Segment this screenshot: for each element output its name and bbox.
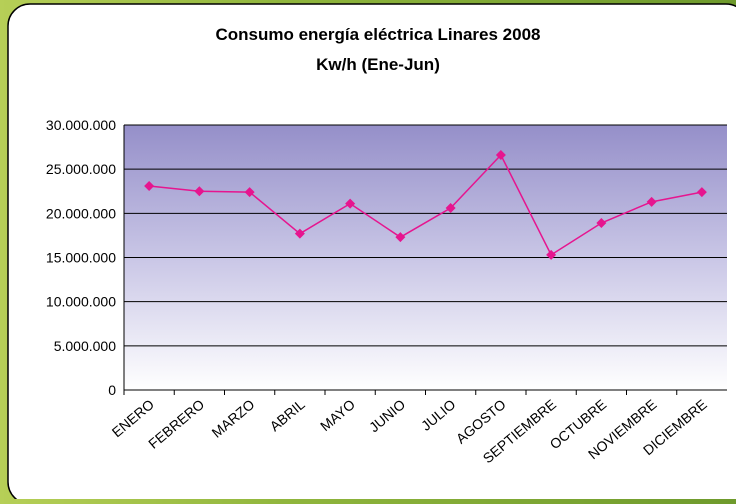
y-tick-label: 20.000.000 xyxy=(46,205,116,221)
marker xyxy=(194,186,205,197)
y-tick-label: 0 xyxy=(108,382,116,398)
marker xyxy=(294,228,305,239)
line xyxy=(149,153,703,256)
marker xyxy=(244,187,255,198)
marker xyxy=(395,232,406,243)
marker xyxy=(345,198,356,209)
y-tick-label: 10.000.000 xyxy=(46,294,116,310)
marker xyxy=(546,249,557,260)
y-tick-label: 30.000.000 xyxy=(46,117,116,133)
y-tick-label: 25.000.000 xyxy=(46,161,116,177)
marker xyxy=(495,150,506,161)
chart-subtitle: Kw/h (Ene-Jun) xyxy=(316,55,440,74)
marker xyxy=(144,180,155,191)
marker xyxy=(696,187,707,198)
marker xyxy=(596,218,607,229)
y-tick-label: 15.000.000 xyxy=(46,250,116,266)
chart-title: Consumo energía eléctrica Linares 2008 xyxy=(215,25,540,44)
marker xyxy=(646,196,657,207)
marker xyxy=(445,203,456,214)
y-tick-label: 5.000.000 xyxy=(54,338,116,354)
